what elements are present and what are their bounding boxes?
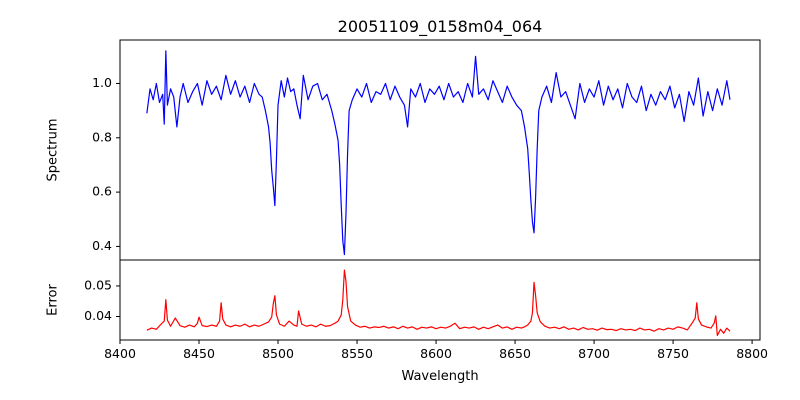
error-axes-frame [119,259,761,341]
spectrum-y-ticks: 0.4 0.6 0.8 1.0 [92,75,120,253]
x-tick-label: 8550 [341,346,373,361]
spectrum-y-tick-label: 0.4 [92,238,112,253]
x-tick-label: 8800 [736,346,768,361]
error-y-ticks: 0.04 0.05 [84,277,120,323]
x-tick-label: 8500 [262,346,294,361]
spectrum-y-tick-label: 1.0 [92,75,112,90]
error-y-tick-label: 0.04 [84,308,112,323]
spectrum-y-tick-label: 0.8 [92,129,112,144]
spectrum-series-line [146,50,731,256]
x-axis-label: Wavelength [401,369,478,384]
x-tick-label: 8650 [499,346,531,361]
spectrum-axes-frame [119,39,761,261]
spectrum-plot-area [146,50,731,256]
x-tick-label: 8600 [420,346,452,361]
error-y-tick-label: 0.05 [84,277,112,292]
x-ticks: 8400 8450 8500 8550 8600 8650 8700 8750 8800 [104,340,768,361]
error-plot-area [146,269,731,337]
chart-title: 20051109_0158m04_064 [338,17,543,37]
spectrum-panel: 0.4 0.6 0.8 1.0 Spectrum [46,39,761,261]
x-tick-label: 8750 [657,346,689,361]
x-tick-label: 8400 [104,346,136,361]
error-series-line [146,269,731,337]
error-y-axis-label: Error [46,284,61,316]
x-tick-label: 8450 [183,346,215,361]
spectrum-y-axis-label: Spectrum [46,119,61,182]
error-panel: 0.04 0.05 Error [46,259,761,341]
spectrum-y-tick-label: 0.6 [92,184,112,199]
x-tick-label: 8700 [578,346,610,361]
